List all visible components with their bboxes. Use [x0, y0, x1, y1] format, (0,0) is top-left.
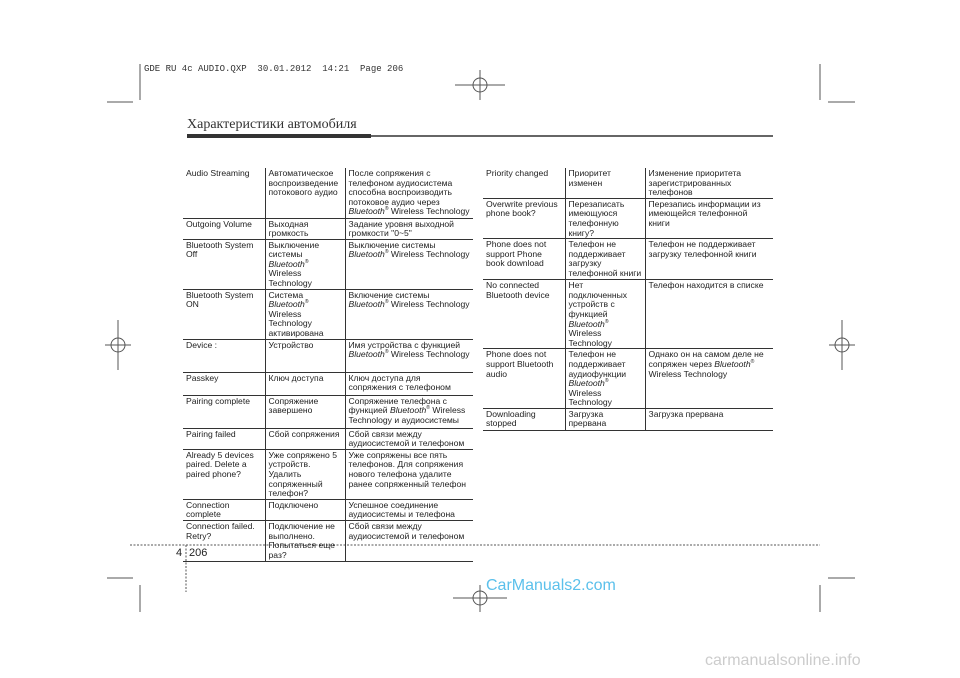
cell-english: Pairing failed — [183, 428, 265, 450]
cell-russian: Выключение системы Bluetooth® Wireless T… — [264, 239, 345, 290]
table-row: Phone does not support Phone book downlo… — [483, 238, 773, 281]
watermark-carmanuals[interactable]: CarManuals2.com — [486, 577, 616, 594]
cell-russian: Приоритет изменен — [564, 168, 645, 199]
cell-english: Overwrite previous phone book? — [483, 198, 565, 240]
cell-russian: Выходная громкость — [264, 218, 345, 240]
cell-description: Перезапись информации из имеющейся телеф… — [644, 198, 773, 240]
cell-english: Connection complete — [183, 499, 265, 521]
table-row: Connection complete Подключено Успешное со… — [183, 499, 473, 521]
messages-table-left: Audio Streaming Автоматическое воспроизве… — [183, 168, 473, 562]
messages-table-right: Priority changed Приоритет изменен Изменен… — [483, 168, 773, 431]
cell-english: Bluetooth System ON — [183, 289, 265, 340]
section-title: Характеристики автомобиля — [187, 117, 357, 132]
header-rule — [371, 135, 773, 137]
watermark-online: carmanualsonline.info — [705, 652, 861, 669]
cell-description: Сопряжение телефона с функцией Bluetooth… — [344, 395, 473, 429]
cell-description: Выключение системы Bluetooth® Wireless T… — [344, 239, 473, 290]
table-row: Audio Streaming Автоматическое воспроизве… — [183, 168, 473, 219]
cell-description: Успешное соединение аудиосистемы и телеф… — [344, 499, 473, 521]
table-row: Already 5 devices paired. Delete a paire… — [183, 449, 473, 500]
table-row: Passkey Ключ доступа Ключ доступа для сопр… — [183, 372, 473, 396]
table-row: Downloading stopped Загрузка прервана Загр… — [483, 408, 773, 431]
table-row: Device : Устройство Имя устройства с функц… — [183, 339, 473, 373]
title-underline — [187, 134, 371, 138]
cell-russian: Телефон не поддерживает аудиофункции Blu… — [564, 348, 645, 409]
cell-description: Имя устройства с функцией Bluetooth® Wir… — [344, 339, 473, 373]
cell-russian: Автоматическое воспроизведение потоковог… — [264, 168, 345, 219]
cell-russian: Уже сопряжено 5 устройств. Удалить сопря… — [264, 449, 345, 500]
cell-description: Сбой связи между аудиосистемой и телефон… — [344, 428, 473, 450]
cell-russian: Сопряжение завершено — [264, 395, 345, 429]
cell-russian: Ключ доступа — [264, 372, 345, 396]
cell-description: Сбой связи между аудиосистемой и телефон… — [344, 520, 473, 562]
cell-english: Passkey — [183, 372, 265, 396]
cell-english: Bluetooth System Off — [183, 239, 265, 290]
cell-russian: Телефон не поддерживает загрузку телефон… — [564, 238, 645, 281]
cell-russian: Нет подключенных устройств с функцией Bl… — [564, 279, 645, 350]
cell-russian: Система Bluetooth® Wireless Technology а… — [264, 289, 345, 340]
table-row: Pairing failed Сбой сопряжения Сбой связи … — [183, 428, 473, 450]
cell-english: Pairing complete — [183, 395, 265, 429]
table-row: No connected Bluetooth device Нет подключ… — [483, 279, 773, 350]
cell-english: Priority changed — [483, 168, 565, 199]
cell-description: Телефон не поддерживает загрузку телефон… — [644, 238, 773, 281]
cell-description: Уже сопряжены все пять телефонов. Для со… — [344, 449, 473, 500]
print-slug: GDE RU 4c AUDIO.QXP 30.01.2012 14:21 Pag… — [144, 64, 404, 74]
cell-english: Outgoing Volume — [183, 218, 265, 240]
cell-english: Downloading stopped — [483, 408, 565, 431]
chapter-number: 4 — [176, 547, 183, 559]
cell-description: Задание уровня выходной громкости "0~5" — [344, 218, 473, 240]
cell-russian: Подключение не выполнено. Попытаться еще… — [264, 520, 345, 562]
table-row: Bluetooth System Off Выключение системы B… — [183, 239, 473, 290]
table-row: Connection failed. Retry? Подключение не … — [183, 520, 473, 562]
cell-english: Phone does not support Phone book downlo… — [483, 238, 565, 281]
cell-description: Ключ доступа для сопряжения с телефоном — [344, 372, 473, 396]
table-row: Pairing complete Сопряжение завершено Сопр… — [183, 395, 473, 429]
cell-english: Already 5 devices paired. Delete a paire… — [183, 449, 265, 500]
cell-description: Включение системы Bluetooth® Wireless Te… — [344, 289, 473, 340]
table-row: Outgoing Volume Выходная громкость Задание… — [183, 218, 473, 240]
cell-russian: Устройство — [264, 339, 345, 373]
table-row: Bluetooth System ON Система Bluetooth® Wi… — [183, 289, 473, 340]
cell-english: Device : — [183, 339, 265, 373]
table-row: Overwrite previous phone book? Перезаписа… — [483, 198, 773, 240]
cell-english: No connected Bluetooth device — [483, 279, 565, 350]
table-row: Priority changed Приоритет изменен Изменен… — [483, 168, 773, 199]
cell-description: После сопряжения с телефоном аудиосистем… — [344, 168, 473, 219]
cell-russian: Сбой сопряжения — [264, 428, 345, 450]
cell-english: Phone does not support Bluetooth audio — [483, 348, 565, 409]
cell-description: Загрузка прервана — [644, 408, 773, 431]
cell-description: Телефон находится в списке — [644, 279, 773, 350]
page-number: 206 — [189, 547, 208, 559]
cell-description: Однако он на самом деле не сопряжен чере… — [644, 348, 773, 409]
table-row: Phone does not support Bluetooth audio Те… — [483, 348, 773, 409]
cell-russian: Перезаписать имеющуюся телефонную книгу? — [564, 198, 645, 240]
cell-russian: Подключено — [264, 499, 345, 521]
cell-english: Connection failed. Retry? — [183, 520, 265, 562]
cell-description: Изменение приоритета зарегистрированных … — [644, 168, 773, 199]
cell-english: Audio Streaming — [183, 168, 265, 219]
cell-russian: Загрузка прервана — [564, 408, 645, 431]
